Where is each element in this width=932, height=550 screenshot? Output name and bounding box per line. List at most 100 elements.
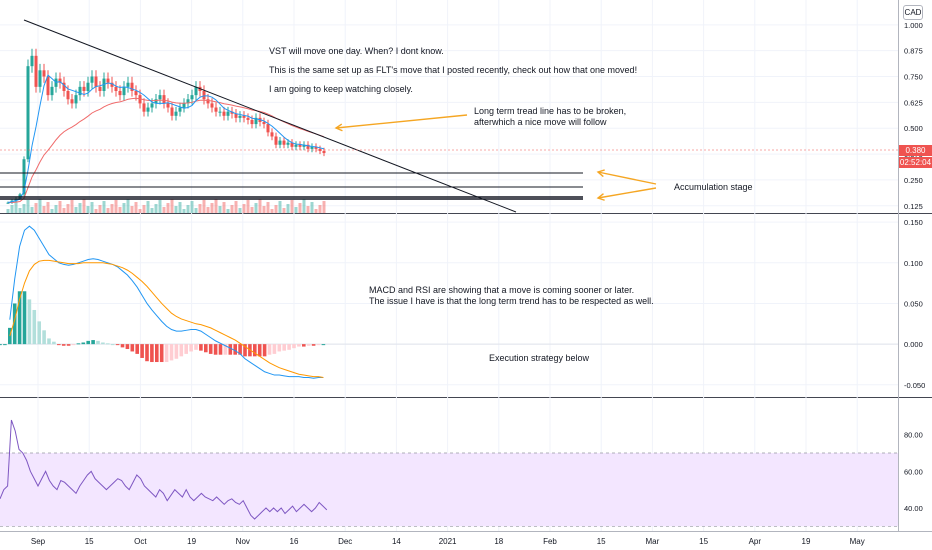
candle-body: [98, 86, 102, 91]
macd-tick-label: 0.000: [904, 340, 923, 349]
histogram-bar: [184, 344, 188, 354]
histogram-bar: [164, 344, 169, 363]
volume-bar: [110, 204, 114, 213]
volume-bar: [282, 208, 286, 213]
candle-body: [166, 103, 170, 108]
volume-bar: [66, 204, 70, 213]
axes: Sep 15 Oct 19 Nov 16 Dec 14 2021 18 Feb 15 Mar 15 Apr 1…: [31, 21, 925, 546]
candle-body: [234, 113, 238, 118]
volume-bar: [258, 199, 262, 213]
annotation-arrowhead: [334, 123, 343, 132]
volume-bar: [50, 209, 54, 213]
histogram-bar: [61, 344, 66, 346]
volume-bar: [106, 208, 110, 213]
volume-bar: [70, 200, 74, 213]
histogram-bar: [125, 344, 130, 350]
histogram-bar: [174, 344, 179, 359]
volume-bar: [206, 207, 210, 213]
volume-bar: [178, 202, 182, 213]
histogram-bar: [17, 291, 22, 345]
volume-bar: [250, 207, 254, 213]
candle-body: [50, 86, 54, 96]
candle-body: [170, 107, 174, 116]
volume-bar: [74, 207, 78, 213]
histogram-bar: [120, 344, 125, 348]
volume-bar: [22, 204, 26, 213]
note-intro-1: VST will move one day. When? I dont know…: [269, 46, 444, 56]
histogram-bar: [302, 344, 306, 347]
rsi-pane[interactable]: [0, 419, 898, 527]
note-intro-2: This is the same set up as FLT's move th…: [269, 65, 638, 75]
price-tick-label: 0.625: [904, 98, 923, 107]
candle-body: [190, 95, 194, 100]
grid: [0, 0, 932, 532]
histogram-bar: [57, 344, 61, 346]
volume-bar: [294, 207, 298, 213]
candle-body: [182, 103, 186, 108]
histogram-bar: [277, 344, 282, 352]
histogram-bar: [253, 344, 257, 357]
annotation-arrow: [597, 171, 657, 185]
candle-body: [298, 144, 302, 147]
candle-body: [74, 95, 78, 104]
candle-body: [322, 150, 326, 154]
candle-body: [42, 70, 46, 77]
histogram-bar: [189, 344, 193, 352]
currency-badge[interactable]: CAD: [903, 5, 923, 20]
candle-body: [114, 86, 118, 91]
volume-bar: [26, 200, 30, 213]
volume-bar: [222, 202, 226, 213]
volume-bar: [154, 204, 158, 213]
candle-body: [274, 136, 278, 145]
candle-body: [206, 99, 210, 104]
histogram-bar: [218, 344, 223, 355]
volume-bar: [262, 206, 266, 213]
histogram-bar: [321, 344, 326, 346]
candle-body: [138, 95, 142, 104]
volume-bar: [238, 208, 242, 213]
candle-body: [6, 202, 10, 204]
candle-body: [262, 122, 266, 125]
candle-body: [222, 111, 226, 116]
volume-bar: [290, 200, 294, 213]
volume-bar: [270, 209, 274, 213]
note-intro-3: I am going to keep watching closely.: [269, 84, 413, 94]
x-tick-label: 15: [597, 537, 606, 546]
volume-bar: [322, 201, 326, 213]
rsi-line: [0, 419, 328, 520]
candle-body: [266, 124, 270, 133]
volume-bar: [286, 204, 290, 213]
histogram-bar: [213, 344, 218, 355]
annotation-arrows: [334, 114, 657, 201]
candle-body: [314, 146, 318, 149]
candle-body: [82, 86, 86, 91]
volume-bar: [182, 209, 186, 213]
volume-bar: [298, 203, 302, 213]
macd-tick-label: 0.150: [904, 218, 923, 227]
histogram-bar: [233, 344, 237, 355]
histogram-bar: [223, 344, 228, 355]
x-tick-label: 2021: [439, 537, 457, 546]
x-tick-label: Dec: [338, 537, 352, 546]
candle-body: [250, 119, 254, 125]
volume-bar: [98, 205, 102, 213]
volume-bar: [218, 206, 222, 213]
candle-body: [178, 107, 182, 112]
histogram-bar: [194, 344, 198, 350]
note-accumulation: Accumulation stage: [674, 182, 753, 192]
price-pane[interactable]: [0, 19, 898, 213]
candle-body: [106, 78, 110, 83]
volume-bar: [306, 206, 310, 213]
histogram-bar: [287, 344, 291, 350]
candle-body: [86, 82, 90, 91]
candle-body: [302, 144, 306, 147]
volume-bar: [198, 204, 202, 213]
volume-bar: [274, 205, 278, 213]
macd-tick-label: -0.050: [904, 381, 925, 390]
x-tick-label: 18: [494, 537, 503, 546]
volume-bar: [58, 201, 62, 213]
candle-body: [158, 95, 162, 100]
candle-body: [194, 86, 198, 96]
macd-pane[interactable]: [0, 225, 326, 379]
